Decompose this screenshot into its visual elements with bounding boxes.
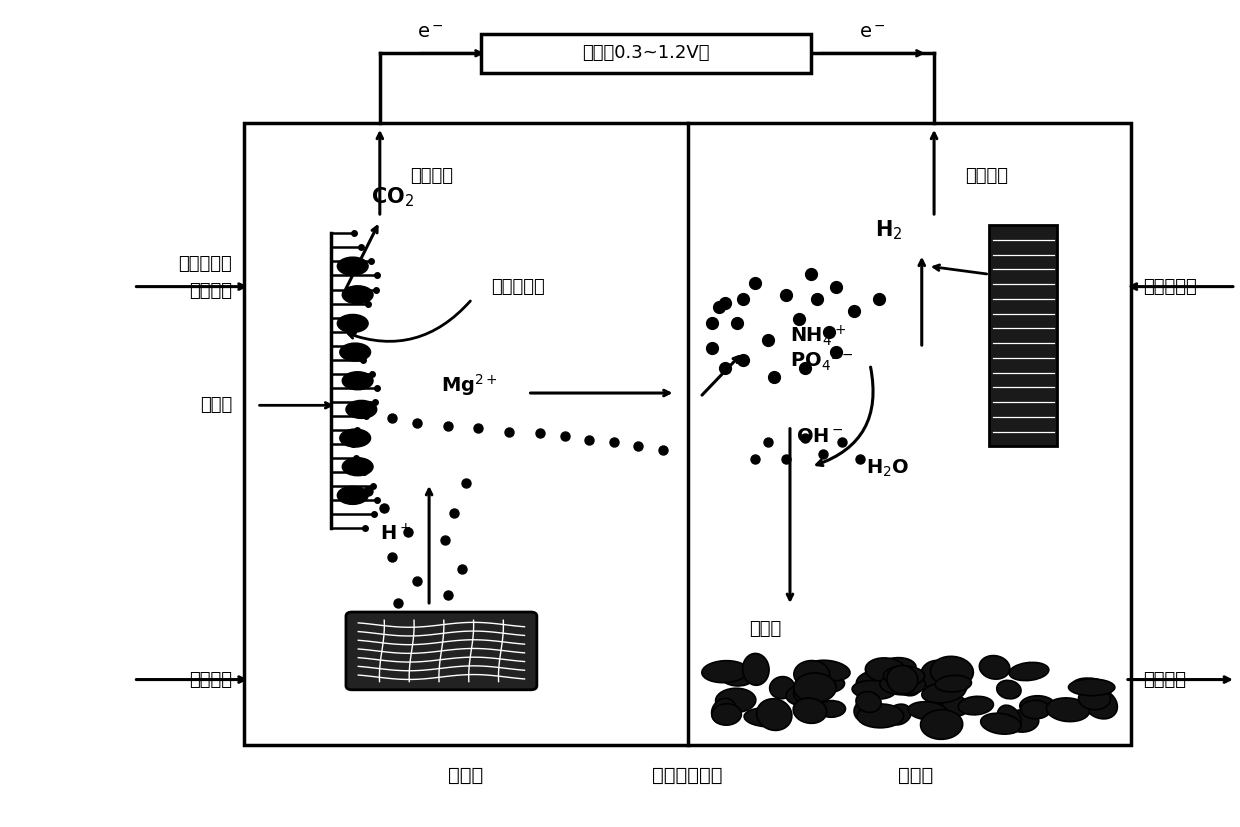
Ellipse shape <box>817 700 846 717</box>
Text: OH$^-$: OH$^-$ <box>796 427 844 446</box>
Ellipse shape <box>702 661 748 682</box>
Ellipse shape <box>340 343 371 361</box>
Ellipse shape <box>893 669 921 696</box>
Ellipse shape <box>857 704 904 728</box>
Bar <box>990 225 1058 447</box>
Ellipse shape <box>997 705 1022 733</box>
Ellipse shape <box>1021 700 1050 719</box>
Text: 镁质矿物: 镁质矿物 <box>188 671 232 689</box>
Ellipse shape <box>346 400 377 418</box>
Text: H$^+$: H$^+$ <box>379 523 410 544</box>
Ellipse shape <box>942 696 968 716</box>
Ellipse shape <box>770 676 795 699</box>
Ellipse shape <box>342 457 373 476</box>
Ellipse shape <box>1071 678 1111 697</box>
Ellipse shape <box>887 704 911 725</box>
Ellipse shape <box>1019 696 1055 716</box>
Ellipse shape <box>887 666 918 694</box>
Text: 电源（0.3~1.2V）: 电源（0.3~1.2V） <box>582 45 709 62</box>
Text: PO$_4$$^{3-}$: PO$_4$$^{3-}$ <box>790 347 854 373</box>
Text: 肥料收集: 肥料收集 <box>1143 671 1187 689</box>
Ellipse shape <box>756 699 792 730</box>
Ellipse shape <box>852 681 895 700</box>
Ellipse shape <box>959 696 993 715</box>
Ellipse shape <box>877 657 916 680</box>
Ellipse shape <box>1047 698 1090 722</box>
Text: H$_2$O: H$_2$O <box>867 457 910 479</box>
Text: e$^-$: e$^-$ <box>417 23 444 42</box>
Ellipse shape <box>340 429 371 447</box>
Ellipse shape <box>883 666 925 686</box>
Ellipse shape <box>807 660 849 681</box>
Ellipse shape <box>921 681 966 703</box>
Ellipse shape <box>342 286 373 304</box>
Text: 鸟粪石: 鸟粪石 <box>749 619 781 638</box>
Ellipse shape <box>854 698 883 723</box>
Ellipse shape <box>715 688 756 713</box>
Ellipse shape <box>980 656 1009 679</box>
Ellipse shape <box>930 667 967 697</box>
Text: 阳极室: 阳极室 <box>449 766 484 785</box>
Ellipse shape <box>786 685 821 705</box>
Text: Mg$^{2+}$: Mg$^{2+}$ <box>441 372 498 398</box>
Ellipse shape <box>812 676 844 693</box>
Ellipse shape <box>936 659 966 676</box>
Ellipse shape <box>857 671 899 696</box>
Ellipse shape <box>744 708 790 727</box>
Ellipse shape <box>794 661 830 688</box>
FancyBboxPatch shape <box>346 612 537 690</box>
Ellipse shape <box>337 486 368 504</box>
Ellipse shape <box>743 653 769 686</box>
Ellipse shape <box>880 674 925 695</box>
Text: 阴极室: 阴极室 <box>898 766 934 785</box>
Ellipse shape <box>981 713 1021 734</box>
Text: H$_2$: H$_2$ <box>874 218 903 241</box>
Ellipse shape <box>794 698 827 724</box>
Text: 酸混合液: 酸混合液 <box>188 282 232 299</box>
Text: 低分子有机: 低分子有机 <box>179 255 232 273</box>
Ellipse shape <box>337 314 368 332</box>
Text: NH$_4$$^+$: NH$_4$$^+$ <box>790 323 847 348</box>
Ellipse shape <box>908 702 947 720</box>
Text: 氢气收集: 氢气收集 <box>965 167 1008 185</box>
Ellipse shape <box>1083 688 1117 719</box>
Ellipse shape <box>866 658 906 682</box>
Bar <box>244 123 1131 745</box>
Text: 短链脂肪酸: 短链脂肪酸 <box>491 278 544 295</box>
Ellipse shape <box>1069 679 1115 696</box>
Text: CO$_2$: CO$_2$ <box>371 185 414 209</box>
Ellipse shape <box>806 675 830 693</box>
Ellipse shape <box>337 257 368 275</box>
Ellipse shape <box>1006 710 1039 732</box>
Ellipse shape <box>856 691 882 712</box>
Ellipse shape <box>342 372 373 390</box>
Text: e$^-$: e$^-$ <box>859 23 885 42</box>
Ellipse shape <box>920 710 962 739</box>
Text: 气体收集: 气体收集 <box>410 167 454 185</box>
Ellipse shape <box>1079 687 1111 710</box>
Bar <box>481 34 811 73</box>
Ellipse shape <box>929 659 960 688</box>
Ellipse shape <box>720 668 753 686</box>
Text: 微生物: 微生物 <box>200 396 232 414</box>
Ellipse shape <box>794 673 836 702</box>
Ellipse shape <box>1009 662 1049 681</box>
Ellipse shape <box>926 685 950 714</box>
Ellipse shape <box>920 661 957 693</box>
Text: 阳离子交换膜: 阳离子交换膜 <box>652 766 723 785</box>
Text: 高氮磷污水: 高氮磷污水 <box>1143 278 1197 295</box>
Ellipse shape <box>794 681 822 703</box>
Ellipse shape <box>712 704 742 725</box>
Ellipse shape <box>712 698 737 724</box>
Ellipse shape <box>930 657 973 687</box>
Ellipse shape <box>997 681 1021 699</box>
Ellipse shape <box>935 676 971 692</box>
